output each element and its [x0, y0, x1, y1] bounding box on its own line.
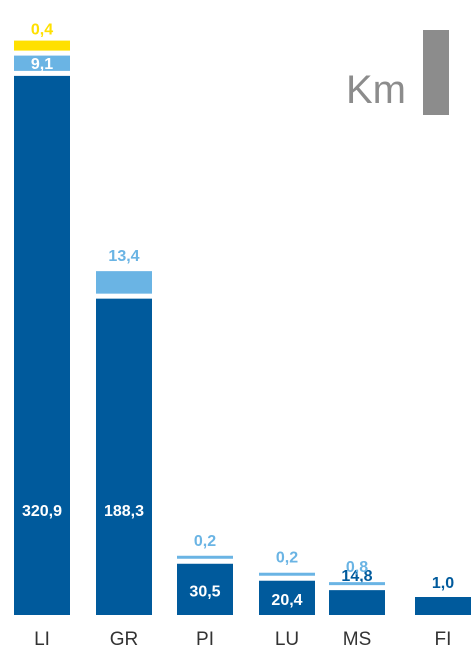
x-tick-label-pi: PI [196, 629, 214, 650]
bar-label-main-li: 320,9 [22, 503, 62, 520]
bar-label-secondary-li: 9,1 [31, 56, 53, 73]
bar-label-secondary-gr: 13,4 [108, 248, 139, 265]
unit-label: Km [346, 68, 406, 112]
x-tick-label-fi: FI [435, 629, 452, 650]
bar-segment-main-li [14, 75, 70, 615]
bar-segment-main-pi [177, 563, 233, 615]
bar-label-main-ms: 14,8 [341, 568, 372, 585]
bar-label-secondary-ms: 0,8 [346, 559, 368, 576]
bar-segment-secondary-lu [259, 572, 315, 576]
bar-segment-main-ms [329, 590, 385, 615]
bar-segment-secondary-pi [177, 555, 233, 559]
bar-segment-main-gr [96, 298, 152, 615]
unit-marker [423, 30, 449, 115]
x-tick-label-gr: GR [110, 629, 139, 650]
bar-label-main-pi: 30,5 [189, 583, 220, 600]
bar-segment-main-fi [415, 597, 471, 615]
bar-segment-main-lu [259, 580, 315, 615]
bar-label-main-gr: 188,3 [104, 503, 144, 520]
bar-segment-secondary-gr [96, 271, 152, 294]
bar-label-main-lu: 20,4 [271, 592, 302, 609]
bar-label-secondary-lu: 0,2 [276, 550, 298, 567]
x-tick-label-li: LI [34, 629, 50, 650]
bar-label-main-fi: 1,0 [432, 575, 454, 592]
bar-segment-secondary-ms [329, 582, 385, 586]
bar-label-secondary-pi: 0,2 [194, 533, 216, 550]
bar-segment-secondary-li [14, 55, 70, 71]
x-tick-label-ms: MS [343, 629, 372, 650]
bar-segment-tertiary-li [14, 40, 70, 51]
x-tick-label-lu: LU [275, 629, 299, 650]
bar-label-tertiary-li: 0,4 [31, 22, 53, 39]
